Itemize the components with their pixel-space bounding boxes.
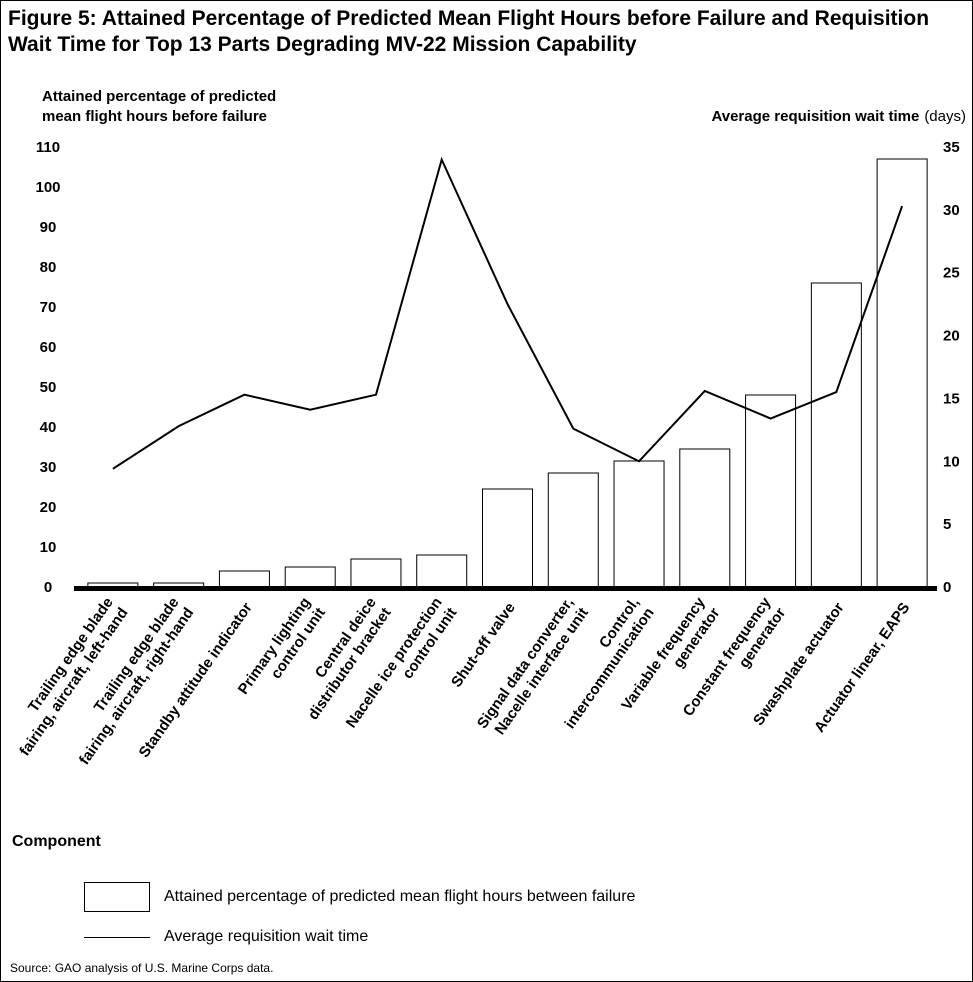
y-left-tick-label: 10 xyxy=(40,539,57,556)
y-right-tick-label: 30 xyxy=(943,202,960,219)
y-right-tick-label: 5 xyxy=(943,516,951,533)
y-left-tick-label: 50 xyxy=(40,379,57,396)
source-note: Source: GAO analysis of U.S. Marine Corp… xyxy=(10,961,274,975)
y-left-tick-label: 60 xyxy=(40,339,57,356)
bar xyxy=(876,158,928,588)
legend-bar-swatch xyxy=(84,882,150,912)
y-left-tick-label: 0 xyxy=(44,579,52,596)
legend-item-bars: Attained percentage of predicted mean fl… xyxy=(84,882,635,912)
y-right-title-unit: (days) xyxy=(924,108,966,125)
y-right-tick-label: 35 xyxy=(943,139,960,156)
legend-line-swatch xyxy=(84,936,150,938)
y-right-title: Average requisition wait time (days) xyxy=(711,108,966,125)
bar xyxy=(218,570,270,588)
bar-series xyxy=(87,158,928,588)
bar xyxy=(350,558,402,588)
y-left-tick-label: 110 xyxy=(36,139,60,156)
x-axis-title: Component xyxy=(12,833,101,850)
bar xyxy=(284,566,336,588)
y-left-tick-label: 90 xyxy=(40,219,57,236)
y-left-tick-label: 70 xyxy=(40,299,57,316)
bar xyxy=(810,282,862,588)
bar xyxy=(547,472,599,588)
x-axis-tick-labels: Trailing edge bladefairing, aircraft, le… xyxy=(16,594,913,768)
bar xyxy=(613,460,665,588)
y-right-tick-label: 10 xyxy=(943,453,960,470)
y-right-tick-label: 20 xyxy=(943,328,960,345)
legend-line-label: Average requisition wait time xyxy=(164,928,369,945)
y-right-tick-label: 25 xyxy=(943,265,960,282)
bar xyxy=(679,448,731,588)
x-axis-baseline xyxy=(74,586,937,591)
x-tick-label-line: Signal data converter, xyxy=(474,594,577,731)
y-left-axis: 0 10 20 30 40 50 60 70 80 90 100 110 xyxy=(35,139,60,596)
y-right-axis: 0 5 10 15 20 25 30 35 xyxy=(943,139,960,596)
y-left-tick-label: 80 xyxy=(40,259,57,276)
y-left-title-line-2: mean flight hours before failure xyxy=(42,108,267,125)
chart-title: Figure 5: Attained Percentage of Predict… xyxy=(8,7,930,56)
y-left-tick-label: 20 xyxy=(40,499,57,516)
y-left-tick-label: 30 xyxy=(40,459,57,476)
y-left-tick-label: 40 xyxy=(40,419,57,436)
bar xyxy=(482,488,533,588)
y-left-tick-label: 100 xyxy=(35,179,60,196)
bar xyxy=(745,394,797,588)
legend-item-line: Average requisition wait time xyxy=(84,928,368,946)
wait-time-line xyxy=(112,156,904,470)
chart-svg: Attained percentage of predicted mean fl… xyxy=(16,88,966,768)
y-left-title-line-1: Attained percentage of predicted xyxy=(42,88,276,105)
y-right-tick-label: 0 xyxy=(943,579,951,596)
bar xyxy=(416,554,468,588)
y-right-title-main: Average requisition wait time xyxy=(711,108,919,125)
legend-bar-label: Attained percentage of predicted mean fl… xyxy=(164,888,636,905)
y-right-tick-label: 15 xyxy=(943,390,960,407)
